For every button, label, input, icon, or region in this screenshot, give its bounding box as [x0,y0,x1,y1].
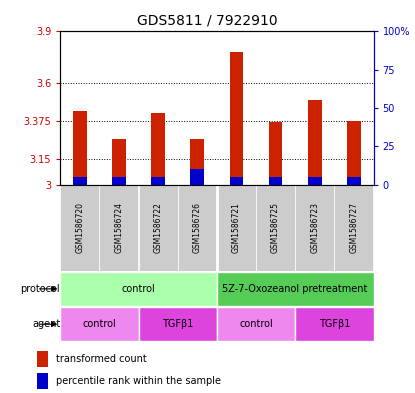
Bar [60,272,217,306]
Bar [151,113,165,185]
Bar [112,139,126,185]
Bar [217,272,374,306]
Text: GSM1586723: GSM1586723 [310,202,319,253]
Text: transformed count: transformed count [56,354,147,364]
Bar [178,185,217,271]
Text: control: control [83,319,116,329]
Text: GSM1586727: GSM1586727 [349,202,359,253]
Bar [60,307,139,341]
Bar [100,185,139,271]
Bar [139,307,217,341]
Bar [308,99,322,185]
Bar [269,177,283,185]
Bar [347,177,361,185]
Bar [229,177,243,185]
Text: GSM1586726: GSM1586726 [193,202,202,253]
Bar [37,351,48,367]
Text: GSM1586722: GSM1586722 [154,202,163,253]
Bar [217,185,256,271]
Bar [334,185,374,271]
Bar [190,139,204,185]
Bar [37,373,48,389]
Text: GSM1586721: GSM1586721 [232,202,241,253]
Bar [73,112,87,185]
Bar [347,121,361,185]
Bar [73,177,87,185]
Text: 5Z-7-Oxozeanol pretreatment: 5Z-7-Oxozeanol pretreatment [222,284,368,294]
Text: GDS5811 / 7922910: GDS5811 / 7922910 [137,14,278,28]
Text: agent: agent [32,319,60,329]
Bar [139,185,178,271]
Text: TGFβ1: TGFβ1 [162,319,193,329]
Text: control: control [122,284,155,294]
Bar [295,185,334,271]
Text: protocol: protocol [21,284,60,294]
Bar [308,177,322,185]
Bar [190,169,204,185]
Bar [217,307,295,341]
Text: control: control [239,319,273,329]
Text: percentile rank within the sample: percentile rank within the sample [56,376,221,386]
Text: GSM1586720: GSM1586720 [75,202,84,253]
Text: GSM1586725: GSM1586725 [271,202,280,253]
Bar [256,185,295,271]
Text: GSM1586724: GSM1586724 [115,202,123,253]
Text: TGFβ1: TGFβ1 [319,319,350,329]
Bar [60,185,99,271]
Bar [151,177,165,185]
Bar [269,122,283,185]
Bar [229,52,243,185]
Bar [112,177,126,185]
Bar [295,307,374,341]
